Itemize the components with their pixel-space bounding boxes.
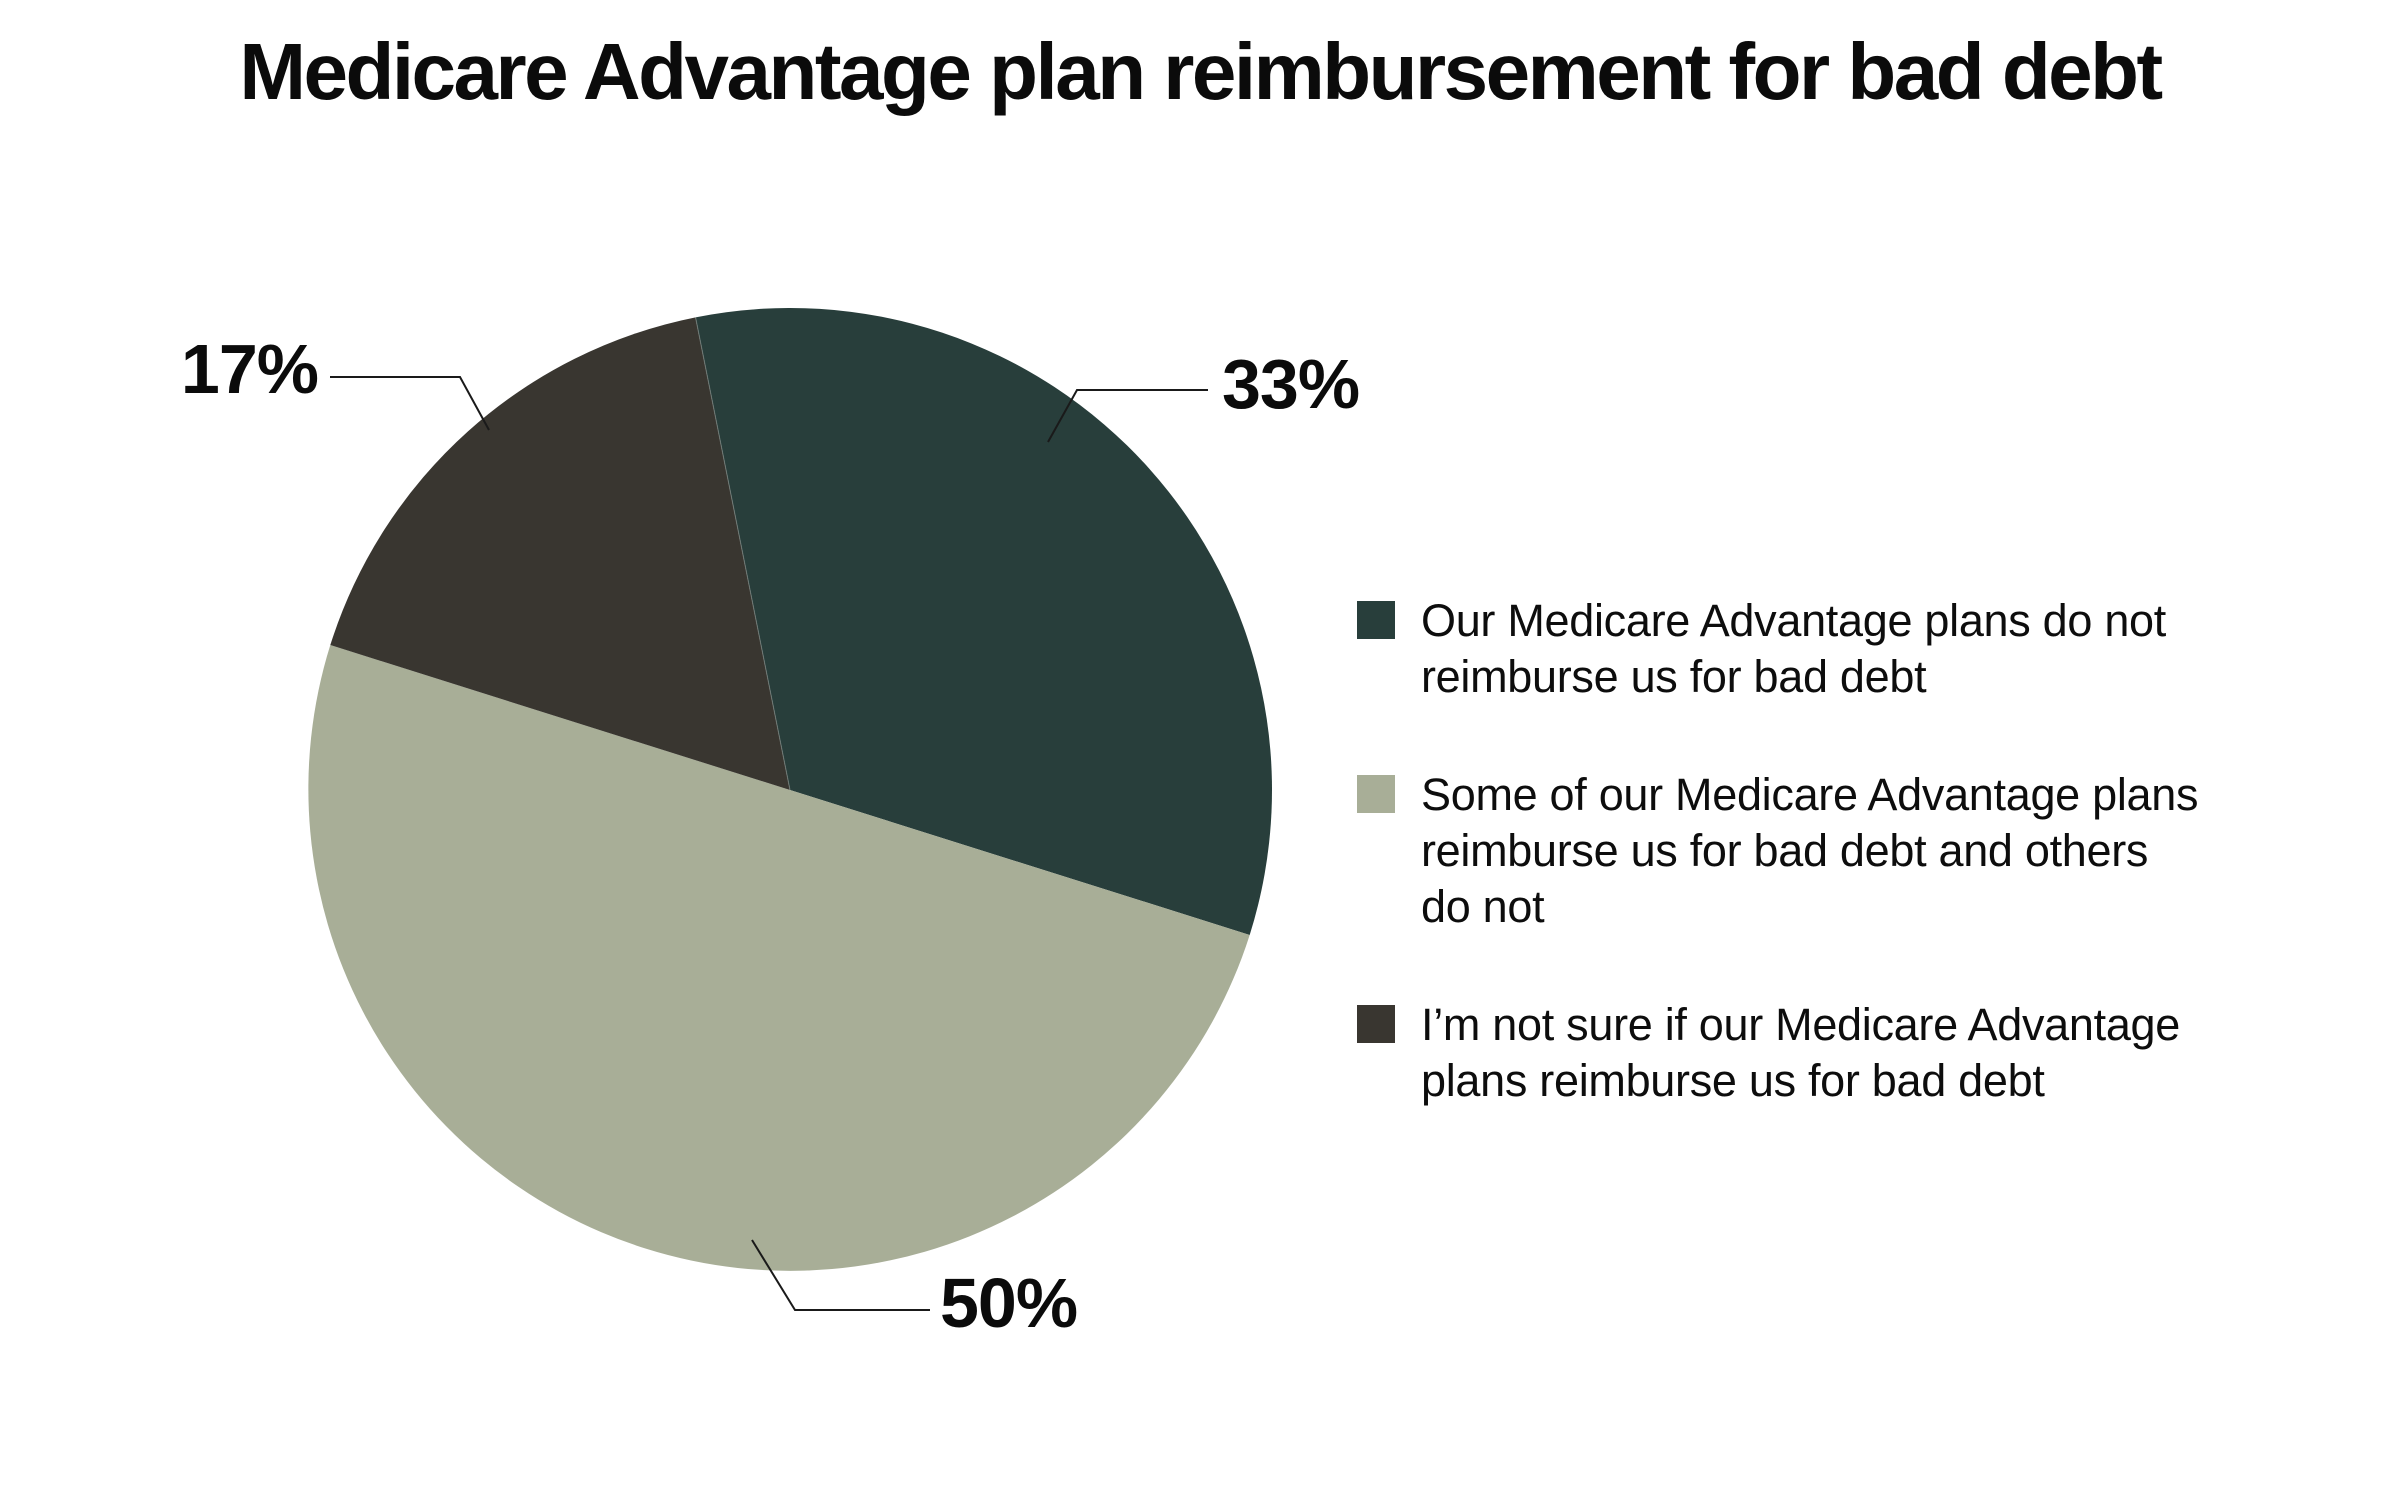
callout-line-50 <box>751 1239 930 1311</box>
legend-swatch <box>1357 775 1395 813</box>
legend-label-line: Our Medicare Advantage plans do not <box>1421 595 2166 646</box>
callout-line-33 <box>1047 389 1208 443</box>
legend-label-line: I’m not sure if our Medicare Advantage <box>1421 999 2181 1050</box>
pie-slices <box>308 307 1272 1271</box>
percent-label-33: 33% <box>1222 345 1360 423</box>
legend-label-line: plans reimburse us for bad debt <box>1421 1055 2045 1106</box>
legend: Our Medicare Advantage plans do not reimb… <box>1357 593 2337 1171</box>
pie-slice-33 <box>695 307 1272 935</box>
legend-label-line: reimburse us for bad debt and others <box>1421 825 2149 876</box>
slice-separator <box>695 317 791 791</box>
legend-label: I’m not sure if our Medicare Advantage pl… <box>1421 997 2180 1109</box>
legend-label: Our Medicare Advantage plans do not reimb… <box>1421 593 2166 705</box>
legend-label-line: reimburse us for bad debt <box>1421 651 1927 702</box>
pie-slice-50 <box>308 645 1250 1271</box>
legend-label: Some of our Medicare Advantage plans reim… <box>1421 767 2198 935</box>
legend-swatch <box>1357 1005 1395 1043</box>
legend-label-line: Some of our Medicare Advantage plans <box>1421 769 2199 820</box>
chart-title: Medicare Advantage plan reimbursement fo… <box>239 27 2163 116</box>
callout-line-17 <box>330 376 490 431</box>
percent-label-17: 17% <box>180 330 319 408</box>
percent-label-50: 50% <box>940 1264 1078 1342</box>
legend-item: Some of our Medicare Advantage plans reim… <box>1357 767 2337 935</box>
pie-slice-17 <box>330 317 790 790</box>
legend-item: I’m not sure if our Medicare Advantage pl… <box>1357 997 2337 1109</box>
legend-swatch <box>1357 601 1395 639</box>
legend-item: Our Medicare Advantage plans do not reimb… <box>1357 593 2337 705</box>
legend-label-line: do not <box>1421 881 1545 932</box>
callout-lines <box>330 376 1208 1311</box>
slice-separators <box>695 317 791 791</box>
